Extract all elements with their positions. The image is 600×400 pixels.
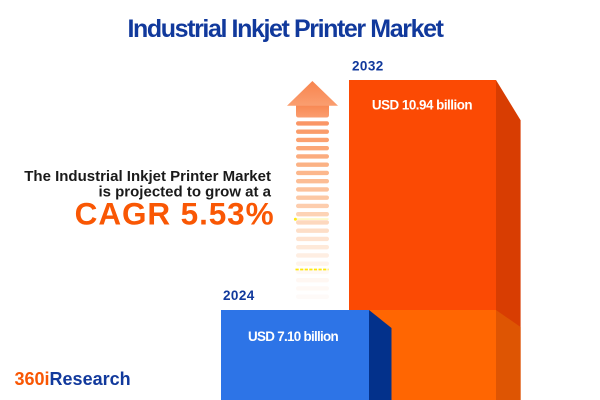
svg-text:is projected to grow at a: is projected to grow at a (98, 184, 271, 201)
svg-text:2032: 2032 (352, 59, 384, 74)
svg-text:CAGR 5.53%: CAGR 5.53% (75, 196, 275, 232)
svg-text:2024: 2024 (223, 288, 255, 303)
svg-text:USD 10.94 billion: USD 10.94 billion (372, 97, 472, 112)
svg-text:Industrial Inkjet Printer Mark: Industrial Inkjet Printer Market (127, 15, 444, 43)
svg-text:USD 7.10 billion: USD 7.10 billion (248, 329, 339, 344)
svg-text:The Industrial Inkjet Printer: The Industrial Inkjet Printer Market (24, 168, 271, 185)
svg-text:360iResearch: 360iResearch (15, 369, 131, 389)
